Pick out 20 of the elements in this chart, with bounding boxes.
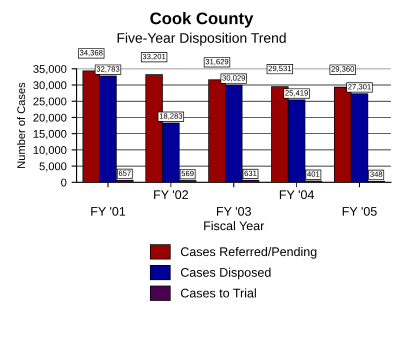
y-tick-label: 15,000 [34,130,66,140]
legend-label: Cases Referred/Pending [180,246,316,259]
x-tick-label: FY '01 [91,206,126,216]
chart-subtitle: Five-Year Disposition Trend [118,32,286,46]
x-tick-label: FY '03 [217,206,251,216]
x-tick-label: FY '05 [342,206,377,216]
y-tick-label: 0 [61,178,66,186]
x-axis-title: Fiscal Year [204,221,264,230]
y-tick-label: 25,000 [33,98,66,107]
chart-title: Cook County [150,12,254,28]
legend-label: Cases to Trial [180,288,256,298]
x-tick-label: FY '02 [154,190,188,200]
y-tick-label: 5,000 [39,162,66,172]
legend-label: Cases Disposed [180,268,271,280]
y-tick-label: 30,000 [33,81,66,90]
y-tick-label: 35,000 [33,65,66,74]
y-tick-label: 10,000 [34,146,66,156]
y-axis-title: Number of Cases [16,82,26,168]
y-tick-label: 20,000 [33,114,66,123]
x-tick-label: FY '04 [280,190,314,200]
